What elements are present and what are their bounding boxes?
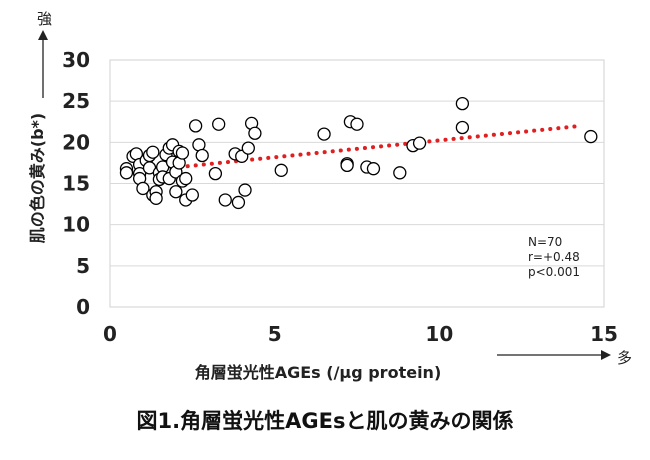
y-tick-label: 30: [62, 48, 90, 72]
x-tick-label: 15: [590, 322, 618, 346]
data-point: [393, 166, 407, 180]
data-point: [350, 117, 364, 131]
data-point: [188, 119, 203, 133]
data-point: [366, 162, 381, 176]
x-tick-labels: 0 5 10 15: [103, 322, 618, 346]
data-point: [248, 126, 262, 140]
grid-lines: [110, 100, 604, 267]
data-point: [340, 158, 354, 173]
data-point: [241, 141, 255, 155]
data-points: [119, 96, 598, 210]
data-point: [274, 163, 288, 177]
x-tick-label: 5: [268, 322, 282, 346]
data-point: [231, 195, 246, 210]
data-point: [195, 148, 209, 163]
data-point: [238, 183, 252, 197]
stat-p: p<0.001: [528, 265, 580, 279]
data-point: [208, 166, 223, 181]
data-point: [317, 127, 331, 141]
x-tick-label: 10: [425, 322, 453, 346]
data-point: [455, 120, 470, 135]
data-point: [146, 145, 160, 159]
y-tick-labels: 0 5 10 15 20 25 30: [62, 48, 90, 319]
data-point: [149, 191, 163, 205]
data-point: [169, 185, 183, 199]
data-point: [175, 146, 190, 160]
data-point: [455, 96, 470, 111]
data-point: [185, 188, 199, 202]
x-axis-arrowhead: [601, 350, 611, 360]
stats-box: N=70 r=+0.48 p<0.001: [528, 235, 580, 279]
y-tick-label: 5: [76, 254, 90, 278]
y-tick-label: 25: [62, 89, 90, 113]
data-point: [412, 136, 427, 150]
data-point: [136, 181, 150, 196]
y-axis-arrowhead: [38, 30, 48, 40]
data-point: [584, 129, 598, 144]
x-tick-label: 0: [103, 322, 117, 346]
y-tick-label: 20: [62, 130, 90, 154]
y-arrow-label: 強: [37, 10, 52, 28]
data-point: [218, 193, 232, 207]
stat-n: N=70: [528, 235, 562, 249]
x-arrow-label: 多: [617, 349, 632, 367]
data-point: [179, 171, 193, 186]
data-point: [212, 117, 226, 131]
figure-caption: 図1.角層蛍光性AGEsと肌の黄みの関係: [137, 409, 514, 433]
y-tick-label: 0: [76, 295, 90, 319]
y-tick-label: 15: [62, 172, 90, 196]
x-axis-title: 角層蛍光性AGEs (/μg protein): [195, 363, 442, 382]
stat-r: r=+0.48: [528, 250, 580, 264]
y-axis-title: 肌の色の黄み(b*): [28, 113, 47, 243]
y-tick-label: 10: [62, 213, 90, 237]
data-point: [119, 166, 134, 180]
